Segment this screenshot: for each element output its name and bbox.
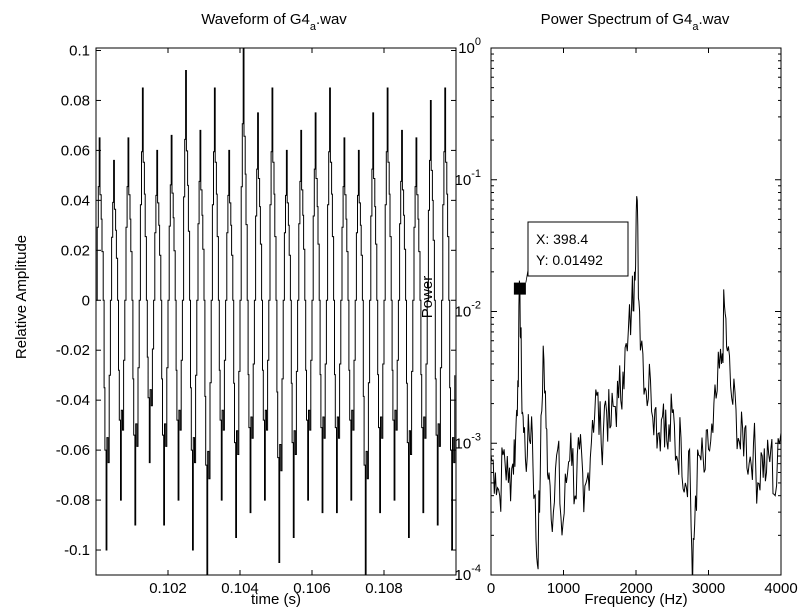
waveform-x-tick-label: 0.102 xyxy=(149,580,187,597)
spectrum-y-tick-label: 10-2 xyxy=(455,300,481,321)
waveform-y-tick-label: -0.1 xyxy=(64,542,90,559)
spectrum-title-main: Power Spectrum of G4 xyxy=(541,11,693,28)
waveform-y-tick-label: -0.08 xyxy=(56,492,90,509)
data-tip-marker xyxy=(513,282,526,295)
waveform-y-tick-label: -0.04 xyxy=(56,392,90,409)
waveform-x-tick-label: 0.104 xyxy=(221,580,259,597)
spectrum-plot-area: 100 10-1 10-2 10-3 10-4 0 1000 2000 3000 4000 X: 3… xyxy=(455,36,798,597)
waveform-title-suffix: .wav xyxy=(316,11,347,28)
waveform-y-tick-label: 0.08 xyxy=(61,92,90,109)
waveform-y-tick-label: 0.04 xyxy=(61,192,90,209)
spectrum-x-tick-label: 2000 xyxy=(619,580,652,597)
waveform-series-line xyxy=(96,48,456,575)
waveform-y-tick-label: 0.06 xyxy=(61,142,90,159)
spectrum-y-tick-label: 10-3 xyxy=(455,431,481,452)
waveform-chart: Waveform of G4a.wav 0.10.080.060.040.020… xyxy=(13,11,457,608)
waveform-x-tick-label: 0.108 xyxy=(365,580,403,597)
waveform-y-tick-label: -0.06 xyxy=(56,442,90,459)
spectrum-x-tick-label: 4000 xyxy=(764,580,797,597)
spectrum-title-suffix: .wav xyxy=(699,11,730,28)
waveform-plot-area: 0.1 0.08 0.06 0.04 0.02 0 -0.02 -0.04 -0.06 -0.08… xyxy=(56,42,457,597)
spectrum-y-axis-label: Power xyxy=(419,276,436,319)
waveform-y-tick-label: 0.1 xyxy=(69,42,90,59)
waveform-y-tick-label: 0 xyxy=(82,292,90,309)
waveform-title-main: Waveform of G4 xyxy=(201,11,310,28)
waveform-y-tick-label: -0.02 xyxy=(56,342,90,359)
waveform-x-tick-label: 0.106 xyxy=(293,580,331,597)
data-tip-x-text: X: 398.4 xyxy=(536,231,588,247)
spectrum-title-sub: a xyxy=(692,21,699,33)
spectrum-title: Power Spectrum of G4a.wav xyxy=(541,11,730,33)
waveform-y-axis-label: Relative Amplitude xyxy=(13,235,30,359)
power-spectrum-chart: Power Spectrum of G4a.wav 100 10-1 10-2 10-… xyxy=(419,11,798,608)
spectrum-series-line xyxy=(491,196,781,575)
waveform-axes-box xyxy=(95,47,457,576)
spectrum-y-tick-label: 100 xyxy=(458,36,481,57)
spectrum-y-tick-label: 10-1 xyxy=(455,168,481,189)
waveform-x-axis-label: time (s) xyxy=(251,591,301,608)
waveform-title: Waveform of G4a.wav xyxy=(201,11,347,33)
waveform-title-sub: a xyxy=(310,21,317,33)
spectrum-x-tick-label: 1000 xyxy=(547,580,580,597)
spectrum-x-axis-label: Frequency (Hz) xyxy=(584,591,687,608)
waveform-y-tick-label: 0.02 xyxy=(61,242,90,259)
spectrum-y-tick-label: 10-4 xyxy=(455,563,481,584)
spectrum-x-tick-label: 3000 xyxy=(692,580,725,597)
data-tip-y-text: Y: 0.01492 xyxy=(536,252,603,268)
data-tip-box xyxy=(527,221,629,277)
spectrum-x-tick-label: 0 xyxy=(487,580,495,597)
